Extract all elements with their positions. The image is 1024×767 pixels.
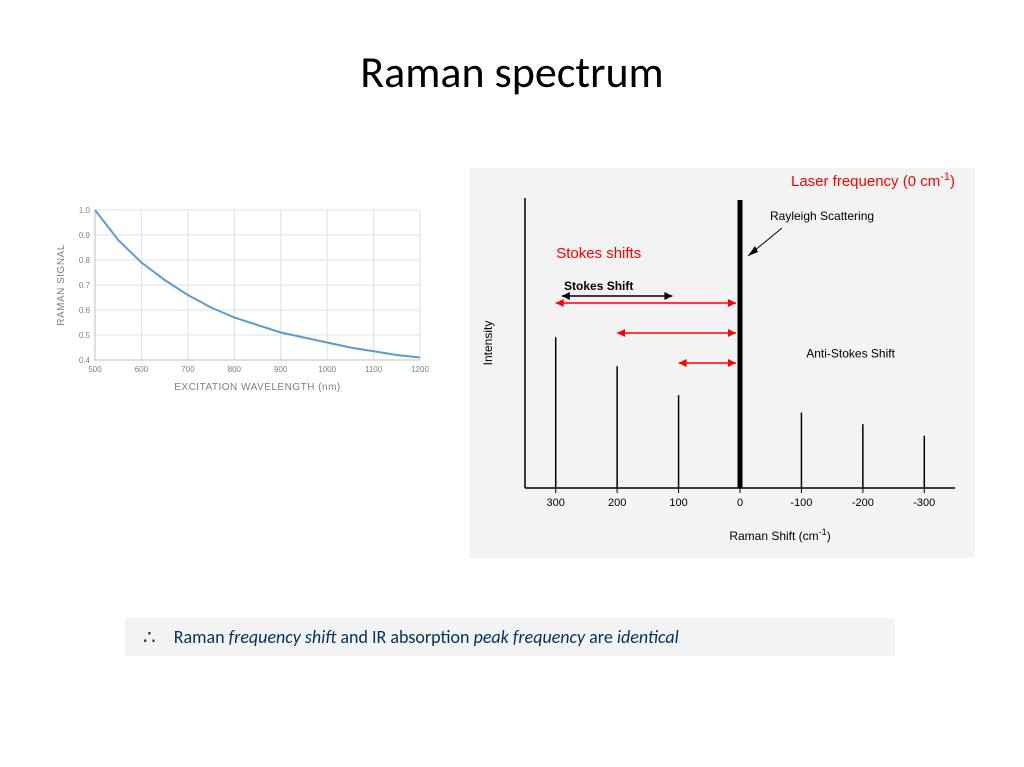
svg-text:1100: 1100: [365, 365, 383, 374]
svg-text:500: 500: [88, 365, 102, 374]
raman-shift-chart: 300 200 100 0 -100 -200 -300 Raman Shift (cm-1)…: [470, 168, 975, 558]
t: identical: [617, 626, 679, 648]
svg-text:0.8: 0.8: [79, 256, 91, 265]
svg-text:700: 700: [181, 365, 195, 374]
svg-text:800: 800: [228, 365, 242, 374]
svg-text:600: 600: [135, 365, 149, 374]
svg-text:-300: -300: [913, 497, 935, 509]
svg-text:EXCITATION WAVELENGTH (nm): EXCITATION WAVELENGTH (nm): [174, 382, 341, 393]
raman-signal-chart: 500 600 700 800 900 1000 1100 1200 0.4 0.5 0.6 0.7 0…: [50, 200, 430, 400]
t: peak frequency: [474, 626, 586, 648]
svg-text:-200: -200: [852, 497, 874, 509]
t: frequency shift: [229, 626, 337, 648]
svg-text:Rayleigh Scattering: Rayleigh Scattering: [770, 209, 874, 223]
svg-text:0.4: 0.4: [79, 356, 91, 365]
conclusion-text: Raman frequency shift and IR absorption …: [174, 626, 679, 648]
conclusion-statement: ∴ Raman frequency shift and IR absorptio…: [125, 618, 895, 656]
svg-text:Stokes Shift: Stokes Shift: [564, 279, 633, 293]
svg-text:0: 0: [737, 497, 743, 509]
svg-text:Stokes shifts: Stokes shifts: [556, 245, 641, 262]
svg-text:Raman Shift (cm-1): Raman Shift (cm-1): [729, 527, 830, 543]
t: Raman: [174, 626, 229, 648]
svg-text:1200: 1200: [411, 365, 429, 374]
svg-text:1000: 1000: [318, 365, 336, 374]
svg-text:900: 900: [274, 365, 288, 374]
svg-text:300: 300: [547, 497, 565, 509]
svg-text:100: 100: [669, 497, 687, 509]
t: are: [585, 626, 617, 648]
svg-text:0.7: 0.7: [79, 281, 91, 290]
svg-text:200: 200: [608, 497, 626, 509]
svg-text:Anti-Stokes Shift: Anti-Stokes Shift: [806, 347, 895, 361]
svg-text:0.5: 0.5: [79, 331, 91, 340]
svg-text:0.9: 0.9: [79, 231, 91, 240]
svg-text:Laser frequency (0 cm-1): Laser frequency (0 cm-1): [791, 171, 955, 190]
svg-text:0.6: 0.6: [79, 306, 91, 315]
page-title: Raman spectrum: [0, 45, 1024, 99]
svg-text:1.0: 1.0: [79, 206, 91, 215]
svg-text:-100: -100: [790, 497, 812, 509]
svg-text:RAMAN SIGNAL: RAMAN SIGNAL: [56, 244, 67, 326]
svg-text:Intensity: Intensity: [481, 321, 495, 366]
t: and IR absorption: [336, 626, 473, 648]
therefore-symbol: ∴: [143, 625, 156, 650]
